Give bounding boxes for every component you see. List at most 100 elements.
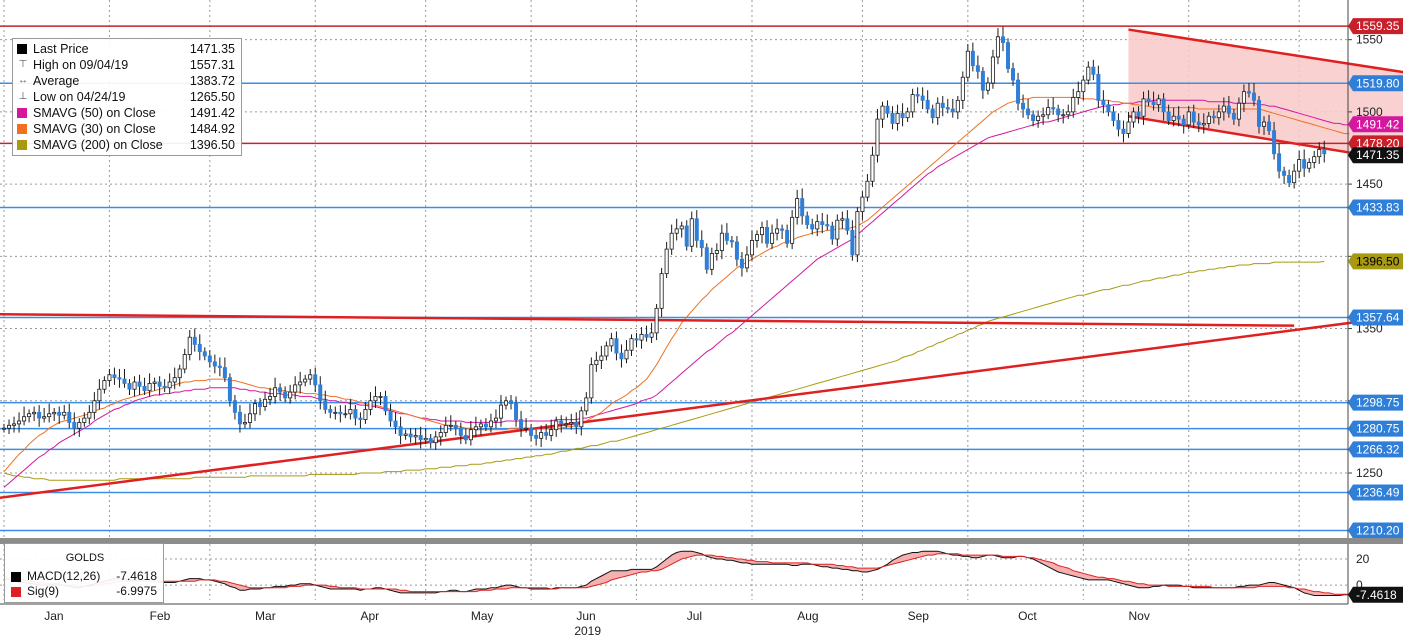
candle-body (1156, 98, 1161, 106)
legend-value: 1471.35 (189, 42, 235, 56)
candle-body (539, 432, 544, 439)
candle-body (1136, 111, 1141, 117)
month-label: Jun (576, 609, 595, 623)
candle-body (288, 391, 293, 399)
candle-body (925, 99, 930, 110)
candle-body (353, 409, 358, 419)
candle-body (1176, 115, 1181, 120)
candle-body (654, 307, 659, 334)
candle-body (744, 254, 749, 269)
legend-value: 1396.50 (189, 138, 235, 152)
candle-body (880, 105, 885, 120)
high-marker-icon: ⊤ (18, 59, 28, 70)
ma-tag-label: 1491.42 (1356, 117, 1400, 131)
candle-body (1196, 121, 1201, 126)
candle-body (995, 36, 1000, 58)
candle-body (1236, 102, 1241, 120)
candle-body (1126, 121, 1131, 134)
candle-body (263, 398, 268, 407)
candle-body (594, 359, 599, 366)
candle-body (860, 196, 865, 212)
signal-name: Sig(9) (27, 584, 60, 598)
candle-body (27, 413, 32, 418)
candle-body (790, 216, 795, 244)
candle-body (403, 433, 408, 436)
candle-body (258, 403, 263, 407)
candle-body (483, 423, 488, 428)
candle-body (212, 361, 217, 367)
trendline-flat-resistance (0, 313, 1295, 327)
signal-legend-row: Sig(9) -6.9975 (11, 584, 161, 599)
month-label: Aug (797, 609, 818, 623)
candle-body (674, 228, 679, 234)
candle-body (950, 108, 955, 113)
candle-body (1056, 108, 1061, 116)
macd-line (3, 550, 1350, 596)
candle-body (308, 374, 313, 380)
macd-panel: 200-7.4618 (0, 538, 1403, 604)
candle-body (960, 76, 965, 101)
candle-body (564, 423, 569, 426)
candle-body (242, 422, 247, 425)
legend-swatch (17, 124, 27, 134)
candle-body (227, 377, 232, 402)
last-price-tag-bg (1348, 147, 1403, 164)
candle-body (187, 336, 192, 355)
candle-body (760, 227, 765, 236)
candle-body (765, 227, 770, 244)
candle-body (669, 232, 674, 250)
candle-body (629, 338, 634, 351)
level-tag-bg (1348, 309, 1403, 326)
legend-name: SMAVG (30) on Close (33, 122, 156, 136)
candle-body (318, 384, 323, 402)
candle-body (810, 224, 815, 230)
month-label: Sep (908, 609, 930, 623)
candle-body (1221, 105, 1226, 113)
legend-value: 1484.92 (189, 122, 235, 136)
signal-swatch (11, 587, 21, 597)
candle-body (438, 432, 443, 438)
candle-body (1121, 128, 1126, 134)
candle-body (1246, 91, 1251, 94)
level-tag-label: 1280.75 (1356, 422, 1400, 436)
candle-body (1106, 104, 1111, 113)
macd-legend-row: MACD(12,26) -7.4618 (11, 569, 161, 584)
candle-body (77, 422, 82, 429)
candle-body (1161, 98, 1166, 113)
candle-body (1021, 102, 1026, 110)
legend-row: Last Price 1471.35 (13, 41, 241, 57)
candle-body (815, 221, 820, 230)
candle-body (363, 409, 368, 420)
month-label: Apr (360, 609, 379, 623)
candle-body (519, 419, 524, 429)
low-marker-icon: ⊥ (18, 91, 28, 102)
candle-body (584, 397, 589, 412)
candle-body (990, 56, 995, 84)
ma-tag-bg (1348, 253, 1403, 270)
macd-swatch (11, 572, 21, 582)
trendline-rising-support (0, 314, 1403, 499)
candle-body (278, 387, 283, 393)
candle-body (739, 258, 744, 269)
candle-body (1116, 120, 1121, 130)
candle-body (247, 413, 252, 423)
candle-body (579, 410, 584, 428)
legend-swatch (17, 44, 27, 54)
legend-name: High on 09/04/19 (33, 58, 129, 72)
signal-value: -6.9975 (116, 584, 157, 598)
candle-body (32, 411, 37, 415)
candle-body (870, 154, 875, 182)
candle-body (1231, 112, 1236, 120)
candle-body (448, 424, 453, 427)
candle-body (734, 241, 739, 260)
candle-body (1267, 121, 1272, 132)
candle-body (945, 107, 950, 110)
candle-body (965, 50, 970, 78)
candle-body (1317, 149, 1322, 158)
candle-body (865, 180, 870, 198)
candle-body (875, 118, 880, 156)
ma-tag-bg (1348, 116, 1403, 133)
candle-body (955, 99, 960, 113)
candle-body (1211, 115, 1216, 119)
